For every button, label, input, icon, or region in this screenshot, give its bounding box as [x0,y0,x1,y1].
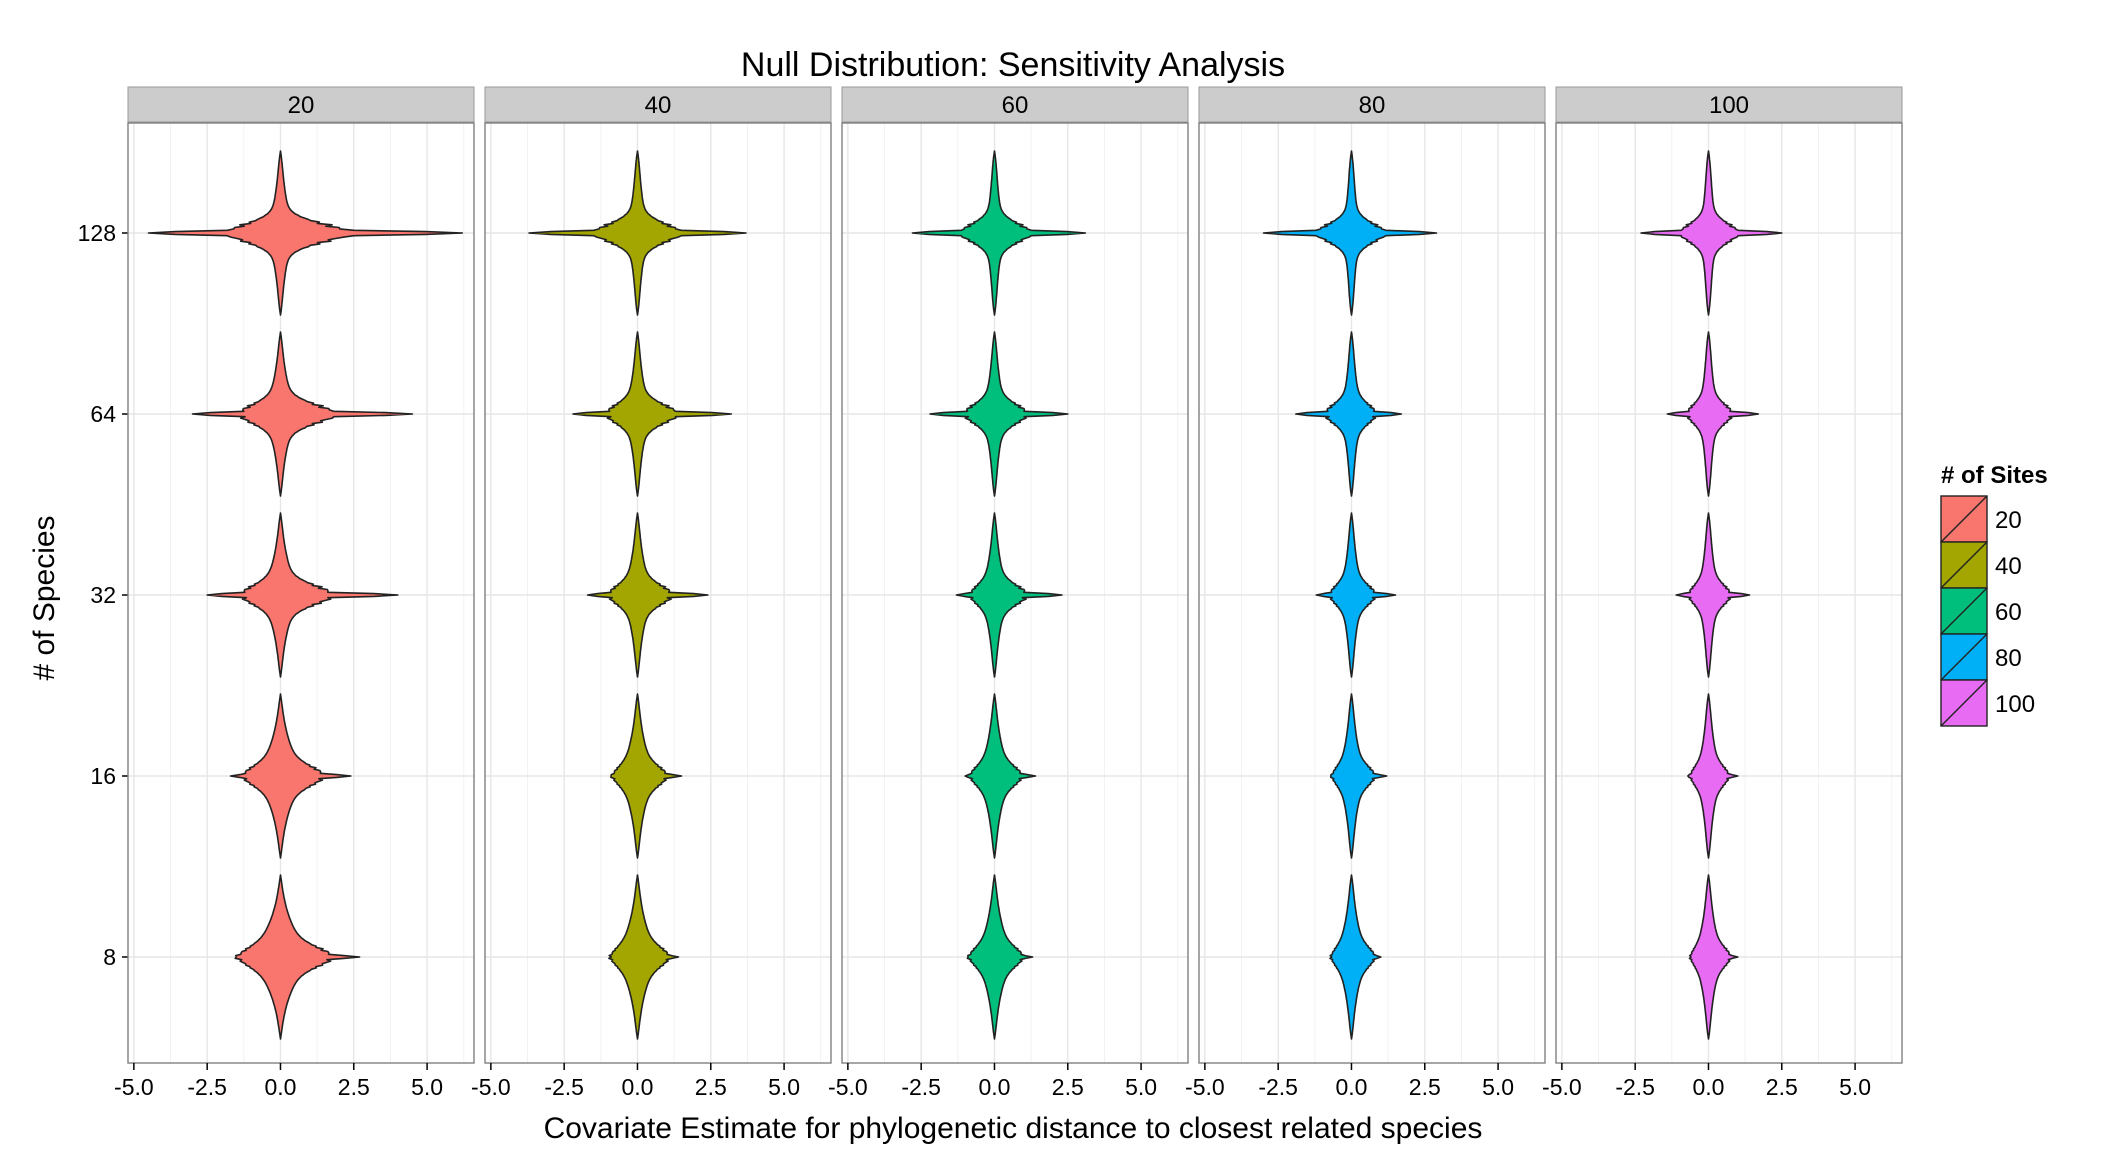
violin-shape [572,331,733,497]
violin-shape [586,512,709,678]
y-tick-label: 64 [90,401,116,427]
facet-strip-label: 20 [288,92,315,119]
y-tick-label: 8 [103,944,116,970]
x-axis-title: Covariate Estimate for phylogenetic dist… [544,1112,1483,1145]
legend-key-slash [1940,495,1988,543]
legend-label: 40 [1995,553,2022,580]
legend-key-slash [1940,541,1988,589]
violin-shape [1688,874,1739,1040]
facet-strip [1198,86,1546,123]
violin-shape [1687,693,1739,859]
x-tick-label: 2.5 [1766,1074,1798,1100]
facet-panel: 40 -5.0 -2.5 0.0 2.5 5.0 [471,86,832,1100]
facet-strip-label: 80 [1359,92,1386,119]
x-tick-label: 0.0 [1692,1074,1724,1100]
x-tick-label: -2.5 [187,1074,227,1100]
x-tick-label: 5.0 [1125,1074,1157,1100]
legend: # of Sites 20 40 60 80 100 [1940,462,2048,727]
x-tick-label: 2.5 [338,1074,370,1100]
x-tick-label: -5.0 [1542,1074,1582,1100]
facet-panel: 100 -5.0 -2.5 0.0 2.5 5.0 [1542,86,1903,1100]
legend-label: 80 [1995,645,2022,672]
x-tick-label: -5.0 [828,1074,868,1100]
x-tick-label: 5.0 [1839,1074,1871,1100]
panel-border [484,122,832,1064]
x-tick-label: 0.0 [978,1074,1010,1100]
facet-strip [484,86,832,123]
facet-panel: 60 -5.0 -2.5 0.0 2.5 5.0 [828,86,1189,1100]
x-tick-label: 2.5 [1409,1074,1441,1100]
x-tick-label: -5.0 [114,1074,154,1100]
violin-shape [610,693,683,859]
violin-shape [911,150,1087,316]
x-tick-label: -2.5 [1615,1074,1655,1100]
legend-title: # of Sites [1941,462,2048,489]
x-tick-label: 5.0 [411,1074,443,1100]
facet-panel: 80 -5.0 -2.5 0.0 2.5 5.0 [1185,86,1546,1100]
facet-strip [127,86,475,123]
facet-strip [1555,86,1903,123]
violin-shape [191,331,414,497]
x-tick-label: 5.0 [768,1074,800,1100]
violin-shape [206,512,399,678]
violin-shape [966,874,1034,1040]
y-tick-label: 128 [78,220,116,246]
facet-panel: 20 -5.0 -2.5 0.0 2.5 5.0 [114,86,475,1100]
y-tick-label: 16 [90,763,116,789]
y-axis-title: # of Species [28,515,61,680]
legend-key-slash [1940,679,1988,727]
x-tick-label: -2.5 [544,1074,584,1100]
chart-title: Null Distribution: Sensitivity Analysis [741,46,1285,84]
panel-border [1555,122,1903,1064]
x-tick-label: 2.5 [1052,1074,1084,1100]
facet-strip-label: 100 [1709,92,1749,119]
violin-shape [1640,150,1783,316]
violin-shape [1315,512,1397,678]
panel-border [841,122,1189,1064]
violin-shape [147,150,464,316]
x-tick-label: 0.0 [621,1074,653,1100]
legend-label: 20 [1995,507,2022,534]
panel-border [1198,122,1546,1064]
x-tick-label: -5.0 [471,1074,511,1100]
x-tick-label: 0.0 [1335,1074,1367,1100]
legend-key-slash [1940,587,1988,635]
legend-label: 60 [1995,599,2022,626]
violin-shape [1295,331,1403,497]
violin-shape [1329,874,1382,1040]
x-tick-label: -2.5 [1258,1074,1298,1100]
x-tick-label: 2.5 [695,1074,727,1100]
y-tick-label: 32 [90,582,116,608]
violin-shape [929,331,1069,497]
violin-shape [955,512,1063,678]
legend-label: 100 [1995,691,2035,718]
facet-strip-label: 60 [1002,92,1029,119]
violin-shape [528,150,747,316]
x-tick-label: -5.0 [1185,1074,1225,1100]
facet-strip-label: 40 [645,92,672,119]
x-tick-label: -2.5 [901,1074,941,1100]
violin-shape [229,693,352,859]
x-tick-label: 0.0 [264,1074,296,1100]
violin-shape [1330,693,1388,859]
violin-shape [964,693,1037,859]
facet-strip [841,86,1189,123]
violin-shape [1666,331,1760,497]
violin-shape [608,874,680,1040]
facet-panels: 8 16 32 64 128 20 -5.0 -2.5 0.0 2.5 5.0 40 -5.0 -2.5 0… [78,86,1903,1100]
legend-key-slash [1940,633,1988,681]
violin-shape [1675,512,1751,678]
violin-shape [234,874,361,1040]
x-tick-label: 5.0 [1482,1074,1514,1100]
panel-border [127,122,475,1064]
violin-shape [1262,150,1438,316]
